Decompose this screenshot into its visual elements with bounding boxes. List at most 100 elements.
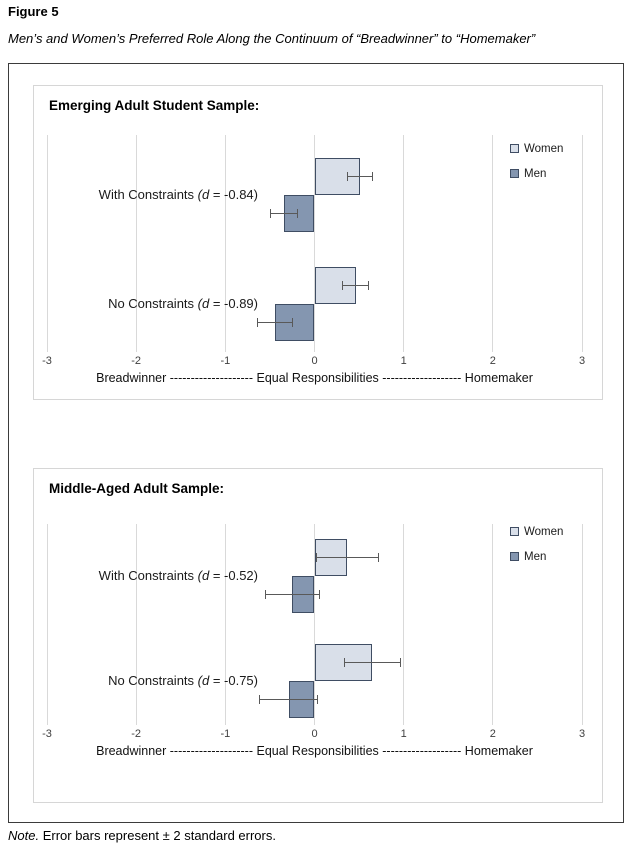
- error-bar-cap: [367, 281, 369, 291]
- category-label: With Constraints (d = -0.52): [34, 566, 258, 586]
- error-bar-men-row2: [259, 694, 319, 704]
- gridline: [224, 524, 226, 725]
- error-bar-line: [343, 661, 401, 663]
- error-bar-cap: [297, 209, 299, 219]
- gridline: [581, 135, 583, 352]
- gridline: [403, 135, 405, 352]
- legend-swatch-women-icon: [510, 527, 519, 536]
- panel-emerging-adult-sample: Emerging Adult Student Sample: With Const…: [33, 85, 603, 400]
- error-bar-women-row2: [343, 657, 401, 667]
- note-lead: Note.: [8, 828, 40, 843]
- panel-middle-aged-sample: Middle-Aged Adult Sample: With Constraint…: [33, 468, 603, 803]
- legend-entry-women: Women: [510, 519, 563, 544]
- x-axis-label: Breadwinner -------------------- Equal R…: [96, 744, 533, 758]
- error-bar-men-row1: [264, 589, 320, 599]
- category-label-part: With Constraints: [98, 187, 198, 203]
- gridline: [581, 524, 583, 725]
- panel-title: Emerging Adult Student Sample:: [49, 98, 260, 113]
- category-label: With Constraints (d = -0.84): [34, 185, 258, 205]
- error-bar-women-row2: [342, 281, 369, 291]
- figure-title: Men’s and Women’s Preferred Role Along t…: [8, 31, 536, 46]
- figure-label: Figure 5: [8, 4, 59, 19]
- error-bar-cap: [269, 209, 271, 219]
- figure-note: Note. Error bars represent ± 2 standard …: [8, 828, 276, 843]
- error-bar-line: [257, 322, 294, 324]
- gridline: [135, 135, 137, 352]
- x-tick-label: 0: [311, 728, 318, 740]
- bar-men-row1: [284, 195, 315, 233]
- category-label-part: (d: [197, 296, 210, 312]
- error-bar-line: [259, 698, 319, 700]
- error-bar-cap: [318, 589, 320, 599]
- legend-swatch-men-icon: [510, 169, 519, 178]
- legend: Women Men: [510, 519, 563, 569]
- category-label: No Constraints (d = -0.89): [34, 294, 258, 314]
- legend-entry-men: Men: [510, 161, 563, 186]
- x-tick-label: 0: [311, 355, 318, 367]
- error-bar-line: [269, 213, 299, 215]
- legend-label-men: Men: [524, 167, 547, 180]
- legend: Women Men: [510, 136, 563, 186]
- gridline: [492, 524, 494, 725]
- legend-label-men: Men: [524, 550, 547, 563]
- category-label-part: (d: [197, 187, 210, 203]
- error-bar-women-row1: [316, 552, 379, 562]
- x-tick-label: -3: [42, 728, 52, 740]
- x-tick-label: -3: [42, 355, 52, 367]
- error-bar-cap: [377, 552, 379, 562]
- error-bar-line: [316, 556, 379, 558]
- category-label-part: = -0.52): [209, 567, 258, 583]
- category-label-part: = -0.89): [209, 296, 258, 312]
- error-bar-cap: [346, 172, 348, 182]
- error-bar-cap: [292, 318, 294, 328]
- error-bar-cap: [372, 172, 374, 182]
- plot-area: [46, 135, 583, 352]
- error-bar-women-row1: [346, 172, 374, 182]
- category-label-part: = -0.75): [209, 672, 258, 688]
- legend-entry-women: Women: [510, 136, 563, 161]
- panel-title: Middle-Aged Adult Sample:: [49, 481, 224, 496]
- x-tick-label: 3: [578, 355, 586, 367]
- note-text: Error bars represent ± 2 standard errors…: [39, 828, 276, 843]
- figure-frame: Emerging Adult Student Sample: With Const…: [8, 63, 624, 823]
- error-bar-cap: [264, 589, 266, 599]
- x-tick-label: 1: [400, 355, 407, 367]
- gridline: [224, 135, 226, 352]
- category-label-part: (d: [197, 567, 210, 583]
- gridline: [314, 135, 315, 352]
- gridline: [46, 135, 48, 352]
- x-tick-label: 3: [578, 728, 586, 740]
- gridline: [135, 524, 137, 725]
- category-label-part: (d: [197, 672, 210, 688]
- x-axis-label: Breadwinner -------------------- Equal R…: [96, 371, 533, 385]
- error-bar-line: [346, 176, 374, 178]
- category-label-part: = -0.84): [209, 187, 258, 203]
- error-bar-line: [342, 285, 369, 287]
- error-bar-men-row1: [269, 209, 299, 219]
- x-tick-label: -1: [220, 728, 231, 740]
- error-bar-cap: [257, 318, 259, 328]
- x-tick-label: 2: [489, 355, 496, 367]
- gridline: [403, 524, 405, 725]
- category-label: No Constraints (d = -0.75): [34, 671, 258, 691]
- category-label-part: No Constraints: [108, 672, 198, 688]
- x-tick-label: -2: [131, 728, 142, 740]
- gridline: [492, 135, 494, 352]
- legend-label-women: Women: [524, 142, 564, 155]
- x-tick-label: -1: [220, 355, 231, 367]
- gridline: [314, 524, 315, 725]
- x-tick-label: 2: [489, 728, 496, 740]
- gridline: [46, 524, 48, 725]
- error-bar-cap: [317, 694, 319, 704]
- legend-label-women: Women: [524, 525, 564, 538]
- error-bar-cap: [399, 657, 401, 667]
- error-bar-cap: [342, 281, 344, 291]
- legend-swatch-men-icon: [510, 552, 519, 561]
- x-tick-label: -2: [131, 355, 142, 367]
- legend-swatch-women-icon: [510, 144, 519, 153]
- category-label-part: No Constraints: [108, 296, 198, 312]
- legend-entry-men: Men: [510, 544, 563, 569]
- plot-area: [46, 524, 583, 725]
- category-label-part: With Constraints: [98, 567, 198, 583]
